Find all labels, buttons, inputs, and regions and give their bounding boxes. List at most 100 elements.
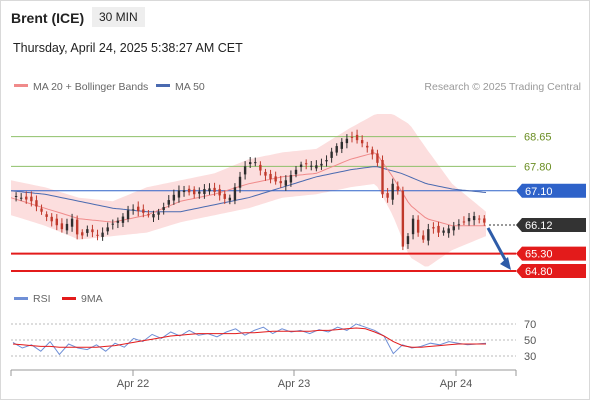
- candle: [355, 129, 359, 144]
- forecast-arrow: [486, 227, 511, 271]
- candle: [269, 169, 272, 184]
- credit-label: Research © 2025 Trading Central: [424, 81, 581, 93]
- ma50-legend-label: MA 50: [175, 81, 205, 93]
- rsi-line: [12, 323, 487, 356]
- candle: [391, 178, 394, 205]
- level-label-4: 64.80: [525, 266, 553, 278]
- ma20-legend-label: MA 20 + Bollinger Bands: [33, 81, 148, 93]
- price-level-labels: 68.65 67.80 67.10 65.30 64.80 66.12: [516, 132, 586, 279]
- candle: [411, 215, 415, 240]
- current-price-tag: 66.12: [516, 217, 586, 232]
- rsi-tick-70: 70: [524, 319, 536, 331]
- candle: [427, 223, 430, 246]
- chart-datetime: Thursday, April 24, 2025 5:38:27 AM CET: [13, 41, 243, 55]
- candle: [25, 191, 28, 204]
- candle: [320, 158, 323, 170]
- candle: [152, 210, 155, 222]
- ma20-line: [10, 152, 486, 227]
- candle: [432, 222, 435, 234]
- x-tick-label-0: Apr 22: [117, 378, 149, 390]
- candle: [111, 219, 114, 230]
- candle: [467, 213, 471, 226]
- candle: [233, 183, 237, 205]
- price-levels: [11, 136, 516, 273]
- candle: [422, 230, 425, 243]
- forecast-arrow-head: [500, 257, 511, 271]
- candle: [157, 208, 160, 220]
- level-tag-3: 65.30: [516, 246, 586, 261]
- candle: [167, 195, 170, 208]
- candle: [238, 171, 242, 193]
- candle: [483, 215, 486, 226]
- rsi-ma-legend-label: 9MA: [81, 293, 103, 305]
- candle: [259, 161, 262, 176]
- candle: [248, 157, 252, 168]
- candle: [315, 160, 318, 172]
- rsi-legend: RSI 9MA: [14, 293, 103, 305]
- candle: [350, 131, 354, 143]
- timeframe-button[interactable]: 30 MIN: [92, 7, 145, 27]
- candle: [50, 213, 53, 227]
- candle: [121, 213, 125, 228]
- candle: [101, 227, 104, 241]
- candle: [254, 157, 257, 167]
- x-axis-ticks: Apr 22 Apr 23 Apr 24: [117, 370, 472, 390]
- candle: [223, 190, 226, 204]
- rsi-tick-30: 30: [524, 351, 536, 363]
- rsi-legend-swatch: [14, 297, 28, 300]
- x-tick-label-2: Apr 24: [440, 378, 472, 390]
- candle: [264, 168, 267, 181]
- candle: [218, 184, 221, 201]
- rsi-ma-line: [12, 327, 486, 348]
- level-label-3: 65.30: [525, 249, 553, 261]
- candle: [437, 221, 440, 238]
- candles: [14, 129, 486, 251]
- candle: [137, 201, 140, 217]
- candle: [274, 171, 277, 185]
- candle: [478, 215, 481, 224]
- candle: [45, 211, 48, 222]
- current-price-label: 66.12: [525, 220, 553, 232]
- level-label-0: 68.65: [524, 132, 552, 144]
- candle: [462, 216, 466, 226]
- candle: [187, 185, 191, 196]
- candle: [96, 229, 99, 241]
- level-label-2: 67.10: [525, 186, 553, 198]
- ma-legend: MA 20 + Bollinger Bands MA 50 Research ©…: [14, 81, 581, 93]
- ma20-legend-swatch: [14, 84, 28, 87]
- price-panel: 68.65 67.80 67.10 65.30 64.80 66.12: [10, 114, 586, 279]
- candle: [371, 146, 374, 160]
- candle: [126, 205, 130, 223]
- candle: [70, 213, 74, 232]
- candle: [340, 138, 344, 154]
- candle: [91, 224, 94, 238]
- candle: [284, 175, 288, 191]
- candle: [60, 218, 64, 233]
- x-axis: Apr 22 Apr 23 Apr 24: [10, 369, 517, 390]
- instrument-title: Brent (ICE): [11, 10, 85, 26]
- level-tag-4: 64.80: [516, 264, 586, 279]
- candle: [299, 161, 303, 172]
- candle: [294, 166, 298, 178]
- candle: [142, 204, 145, 218]
- candle: [330, 147, 333, 163]
- candle: [279, 175, 282, 188]
- candle: [447, 224, 450, 238]
- candle: [289, 170, 293, 187]
- candle: [86, 225, 89, 237]
- candle: [416, 215, 420, 237]
- forecast-arrow-shaft: [486, 227, 509, 264]
- candle: [131, 204, 135, 215]
- ma50-legend-swatch: [156, 84, 170, 87]
- candle: [366, 141, 369, 153]
- candle: [304, 159, 308, 170]
- candle: [401, 186, 405, 251]
- x-tick-label-1: Apr 23: [278, 378, 310, 390]
- candle: [452, 221, 455, 236]
- candle: [55, 214, 59, 231]
- candle: [81, 229, 84, 240]
- candle: [335, 143, 338, 156]
- candle: [396, 181, 399, 195]
- rsi-tick-50: 50: [524, 335, 536, 347]
- candle: [19, 193, 23, 201]
